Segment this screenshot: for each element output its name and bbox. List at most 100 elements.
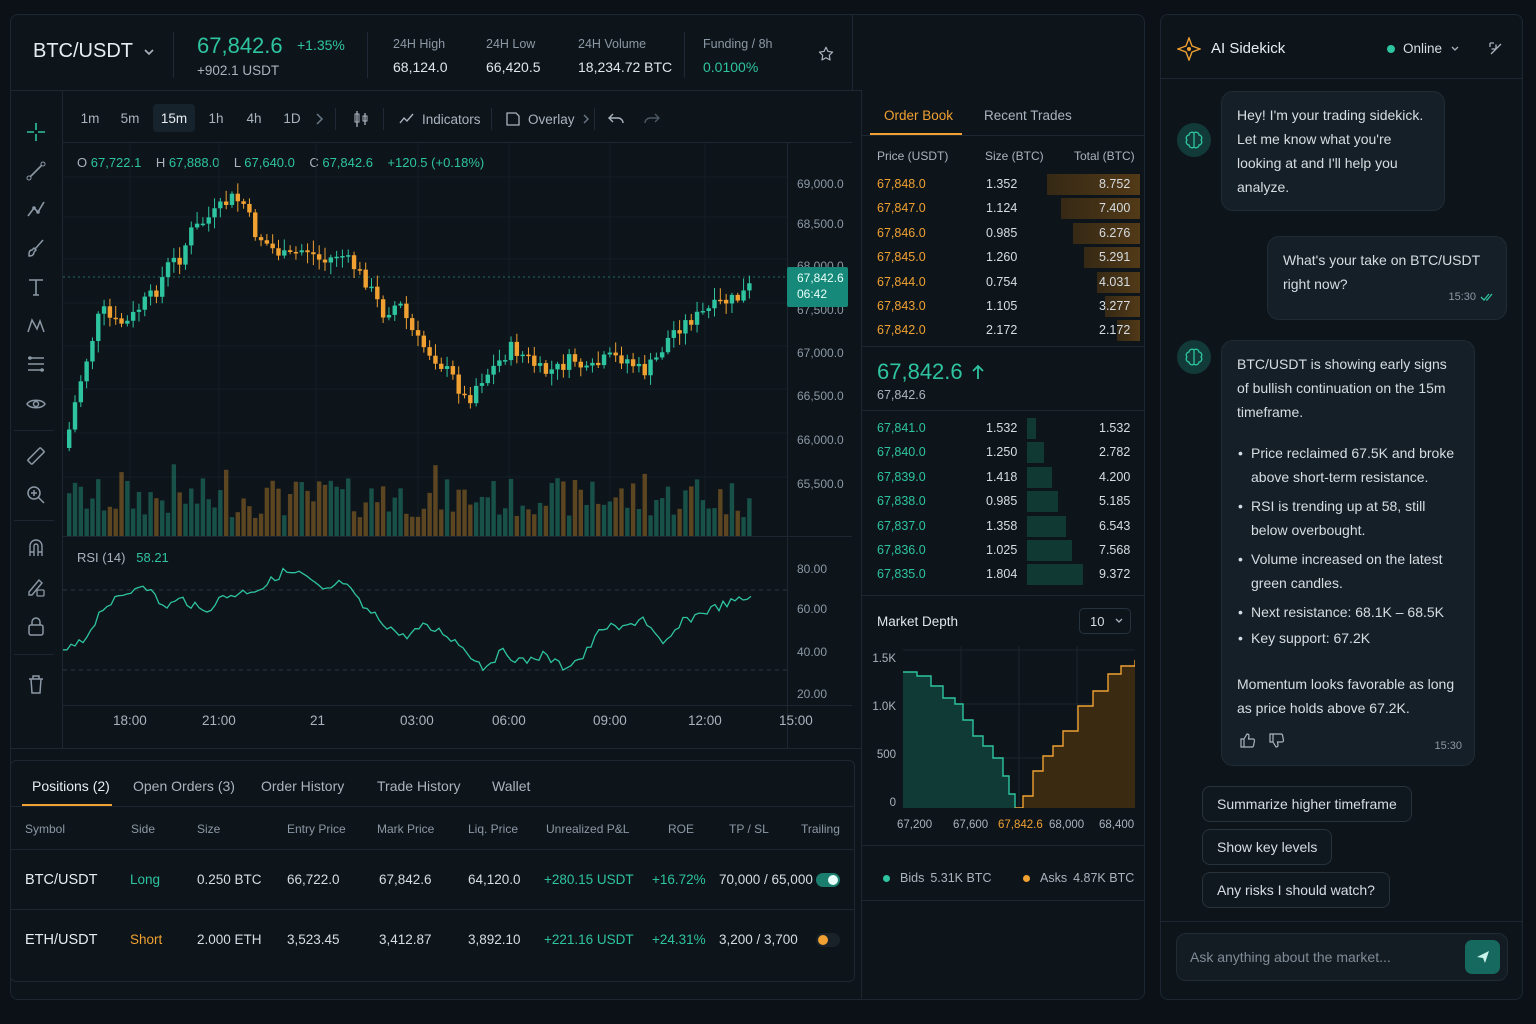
cell-mark-price: 67,842.6	[379, 872, 432, 887]
depth-y-tick: 500	[876, 749, 896, 761]
bid-row[interactable]: 67,837.0 1.358 6.543	[862, 514, 1144, 538]
thumbs-up-icon[interactable]	[1239, 732, 1256, 749]
candle	[148, 284, 153, 306]
candlestick-chart[interactable]	[63, 143, 787, 536]
trailing-toggle[interactable]	[816, 873, 840, 887]
tab-order-book[interactable]: Order Book	[884, 108, 954, 123]
ask-row[interactable]: 67,842.0 2.172 2.172	[862, 318, 1144, 342]
candle	[439, 357, 444, 372]
tab-open-orders[interactable]: Open Orders (3)	[133, 778, 235, 794]
ob-header-total: Total (BTC)	[1074, 149, 1135, 163]
tf-4h[interactable]: 4h	[246, 110, 262, 126]
brush-icon[interactable]	[24, 236, 48, 260]
depth-chart[interactable]	[903, 646, 1135, 808]
candle-type-icon[interactable]	[352, 110, 370, 128]
volume-bar	[462, 489, 467, 536]
lock-drawings-icon[interactable]	[24, 575, 48, 599]
suggestion-chip[interactable]: Show key levels	[1202, 829, 1333, 865]
price-tick: 65,500.0	[797, 477, 844, 491]
ruler-icon[interactable]	[24, 444, 48, 468]
text-tool-icon[interactable]	[24, 275, 48, 299]
total-cell: 4.031	[1099, 274, 1131, 289]
volume-bar	[183, 503, 188, 536]
multi-line-icon[interactable]	[24, 197, 48, 221]
candle	[520, 351, 525, 363]
tf-1m[interactable]: 1m	[80, 110, 100, 126]
ohlc-high: 67,888.0	[168, 155, 220, 170]
fib-retracement-icon[interactable]	[24, 352, 48, 376]
trash-icon[interactable]	[24, 672, 48, 696]
tab-wallet[interactable]: Wallet	[492, 778, 531, 794]
candle	[113, 305, 118, 325]
undo-icon[interactable]	[607, 111, 625, 127]
indicators-button[interactable]: Indicators	[399, 111, 481, 127]
redo-icon[interactable]	[643, 111, 661, 127]
bid-row[interactable]: 67,839.0 1.418 4.200	[862, 465, 1144, 489]
favorite-star-icon[interactable]	[817, 45, 835, 63]
tab-order-history[interactable]: Order History	[261, 778, 345, 794]
thumbs-down-icon[interactable]	[1268, 732, 1285, 749]
volume-bar	[427, 492, 432, 536]
suggestion-chip[interactable]: Summarize higher timeframe	[1202, 786, 1412, 822]
bid-row[interactable]: 67,841.0 1.532 1.532	[862, 416, 1144, 440]
table-row[interactable]: BTC/USDT Long 0.250 BTC 66,722.0 67,842.…	[11, 850, 854, 909]
volume-bar	[584, 504, 589, 536]
rsi-chart[interactable]	[63, 537, 787, 705]
pattern-icon[interactable]	[24, 313, 48, 337]
lock-icon[interactable]	[24, 614, 48, 638]
zoom-in-icon[interactable]	[24, 483, 48, 507]
volume-bar	[375, 502, 380, 536]
bid-row[interactable]: 67,840.0 1.250 2.782	[862, 440, 1144, 464]
eye-icon[interactable]	[24, 392, 48, 416]
volume-bar	[241, 498, 246, 536]
depth-bar	[1061, 198, 1140, 220]
depth-select[interactable]: 10	[1079, 608, 1131, 634]
message-line: as price holds above 67.2K.	[1237, 700, 1410, 716]
bid-row[interactable]: 67,838.0 0.985 5.185	[862, 489, 1144, 513]
send-button[interactable]	[1465, 940, 1500, 974]
volume-bar	[165, 512, 171, 536]
col-entry-price: Entry Price	[287, 822, 346, 836]
status-dropdown[interactable]: Online	[1387, 41, 1460, 56]
overlay-button[interactable]: Overlay	[505, 111, 590, 127]
cell-symbol: BTC/USDT	[25, 872, 98, 888]
col-side: Side	[131, 822, 156, 836]
crosshair-icon[interactable]	[24, 120, 48, 144]
tf-1h[interactable]: 1h	[208, 110, 224, 126]
message-line: BTC/USDT is showing early signs	[1237, 356, 1447, 372]
candle	[375, 275, 380, 308]
price-cell: 67,840.0	[877, 445, 926, 460]
ask-row[interactable]: 67,847.0 1.124 7.400	[862, 196, 1144, 220]
chat-input[interactable]	[1190, 945, 1454, 969]
total-cell: 9.372	[1099, 567, 1131, 582]
depth-bids-summary: Bids 5.31K BTC	[883, 871, 991, 885]
candle	[503, 354, 508, 365]
ask-row[interactable]: 67,843.0 1.105 3.277	[862, 294, 1144, 318]
magnet-icon[interactable]	[24, 536, 48, 560]
bid-row[interactable]: 67,835.0 1.804 9.372	[862, 562, 1144, 586]
list-item: • Price reclaimed 67.5K and broke above sh…	[1237, 441, 1454, 489]
candle	[398, 301, 403, 309]
tab-trade-history[interactable]: Trade History	[377, 778, 461, 794]
suggestion-chip[interactable]: Any risks I should watch?	[1202, 872, 1390, 908]
rsi-tick: 20.00	[797, 687, 828, 701]
trailing-toggle[interactable]	[816, 933, 840, 947]
ask-row[interactable]: 67,848.0 1.352 8.752	[862, 172, 1144, 196]
bid-row[interactable]: 67,836.0 1.025 7.568	[862, 538, 1144, 562]
divider	[14, 430, 54, 431]
symbol-selector[interactable]: BTC/USDT	[33, 40, 155, 63]
tf-5m[interactable]: 5m	[120, 110, 140, 126]
tf-15m[interactable]: 15m	[153, 104, 195, 132]
tf-1d[interactable]: 1D	[283, 110, 301, 126]
tab-positions[interactable]: Positions (2)	[32, 778, 110, 794]
table-row[interactable]: ETH/USDT Short 2.000 ETH 3,523.45 3,412.…	[11, 910, 854, 969]
chevron-right-icon[interactable]	[314, 112, 324, 126]
ask-row[interactable]: 67,844.0 0.754 4.031	[862, 270, 1144, 294]
ask-row[interactable]: 67,846.0 0.985 6.276	[862, 221, 1144, 245]
positions-panel	[10, 760, 855, 982]
tab-recent-trades[interactable]: Recent Trades	[984, 108, 1072, 123]
total-cell: 4.200	[1099, 469, 1131, 484]
collapse-icon[interactable]	[1488, 41, 1504, 57]
ask-row[interactable]: 67,845.0 1.260 5.291	[862, 245, 1144, 269]
trendline-icon[interactable]	[24, 159, 48, 183]
